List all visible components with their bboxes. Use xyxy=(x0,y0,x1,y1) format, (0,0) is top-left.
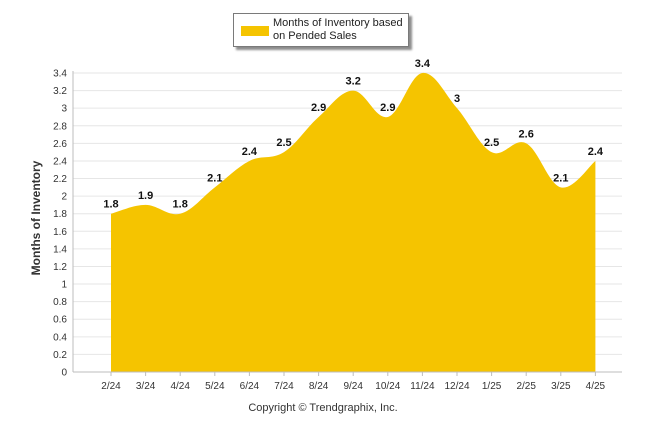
x-tick-label: 9/24 xyxy=(343,381,363,392)
data-label: 2.4 xyxy=(588,146,604,158)
y-tick-label: 2.4 xyxy=(53,156,67,167)
x-tick-label: 12/24 xyxy=(444,381,469,392)
data-label: 1.9 xyxy=(138,190,153,202)
y-tick-label: 2.2 xyxy=(53,174,67,185)
x-tick-label: 4/24 xyxy=(170,381,190,392)
axes xyxy=(72,71,622,373)
y-tick-label: 1 xyxy=(61,280,67,291)
x-tick-label: 6/24 xyxy=(240,381,260,392)
y-tick-label: 1.2 xyxy=(53,262,67,273)
y-tick-label: 1.8 xyxy=(53,209,67,220)
y-tick-label: 1.4 xyxy=(53,244,67,255)
data-label: 2.6 xyxy=(519,128,534,140)
x-tick-label: 7/24 xyxy=(274,381,294,392)
y-tick-label: 0.8 xyxy=(53,297,67,308)
x-tick-label: 3/25 xyxy=(551,381,571,392)
data-label: 2.9 xyxy=(311,102,326,114)
y-tick-label: 3 xyxy=(61,104,67,115)
x-tick-label: 10/24 xyxy=(375,381,400,392)
y-tick-label: 0.6 xyxy=(53,315,67,326)
x-tick-label: 4/25 xyxy=(586,381,606,392)
data-label: 2.1 xyxy=(553,172,568,184)
y-tick-label: 1.6 xyxy=(53,227,67,238)
y-tick-label: 0.2 xyxy=(53,350,67,361)
x-tick-label: 1/25 xyxy=(482,381,502,392)
x-tick-label: 2/25 xyxy=(516,381,536,392)
x-tick-label: 11/24 xyxy=(410,381,435,392)
y-tick-label: 0.4 xyxy=(53,332,67,343)
data-label: 3.4 xyxy=(415,58,431,70)
x-axis-ticks: 2/24 3/24 4/24 5/24 6/24 7/24 8/24 9/24 10/24 11/… xyxy=(101,372,606,392)
y-tick-label: 2 xyxy=(61,192,67,203)
x-tick-label: 5/24 xyxy=(205,381,225,392)
legend: Months of Inventory based on Pended Sale… xyxy=(233,13,409,47)
y-tick-label: 3.4 xyxy=(53,69,67,80)
y-tick-label: 0 xyxy=(61,368,67,379)
x-tick-label: 2/24 xyxy=(101,381,121,392)
data-labels: 1.8 1.9 1.8 2.1 2.4 2.5 2.9 3.2 2.9 3.4 3 2.5 2.6 2.1… xyxy=(103,58,604,211)
data-label: 2.9 xyxy=(380,102,395,114)
data-label: 1.8 xyxy=(173,199,188,211)
y-axis-label: Months of Inventory xyxy=(29,160,43,276)
legend-swatch xyxy=(241,26,269,36)
data-label: 3.2 xyxy=(346,76,361,88)
data-label: 1.8 xyxy=(103,199,118,211)
y-tick-label: 2.8 xyxy=(53,121,67,132)
series-area xyxy=(111,72,596,372)
data-label: 2.5 xyxy=(276,137,291,149)
data-label: 2.5 xyxy=(484,137,499,149)
legend-label: Months of Inventory based on Pended Sale… xyxy=(273,17,403,42)
x-tick-label: 8/24 xyxy=(309,381,329,392)
y-tick-label: 2.6 xyxy=(53,139,67,150)
data-label: 2.1 xyxy=(207,172,222,184)
x-tick-label: 3/24 xyxy=(136,381,156,392)
data-label: 3 xyxy=(454,93,460,105)
data-label: 2.4 xyxy=(242,146,258,158)
y-axis-ticks: 0 0.2 0.4 0.6 0.8 1 1.2 1.4 1.6 1.8 2 2.2 2.4 2.6 2.8 3… xyxy=(53,69,67,379)
copyright-text: Copyright © Trendgraphix, Inc. xyxy=(248,402,398,414)
y-tick-label: 3.2 xyxy=(53,86,67,97)
